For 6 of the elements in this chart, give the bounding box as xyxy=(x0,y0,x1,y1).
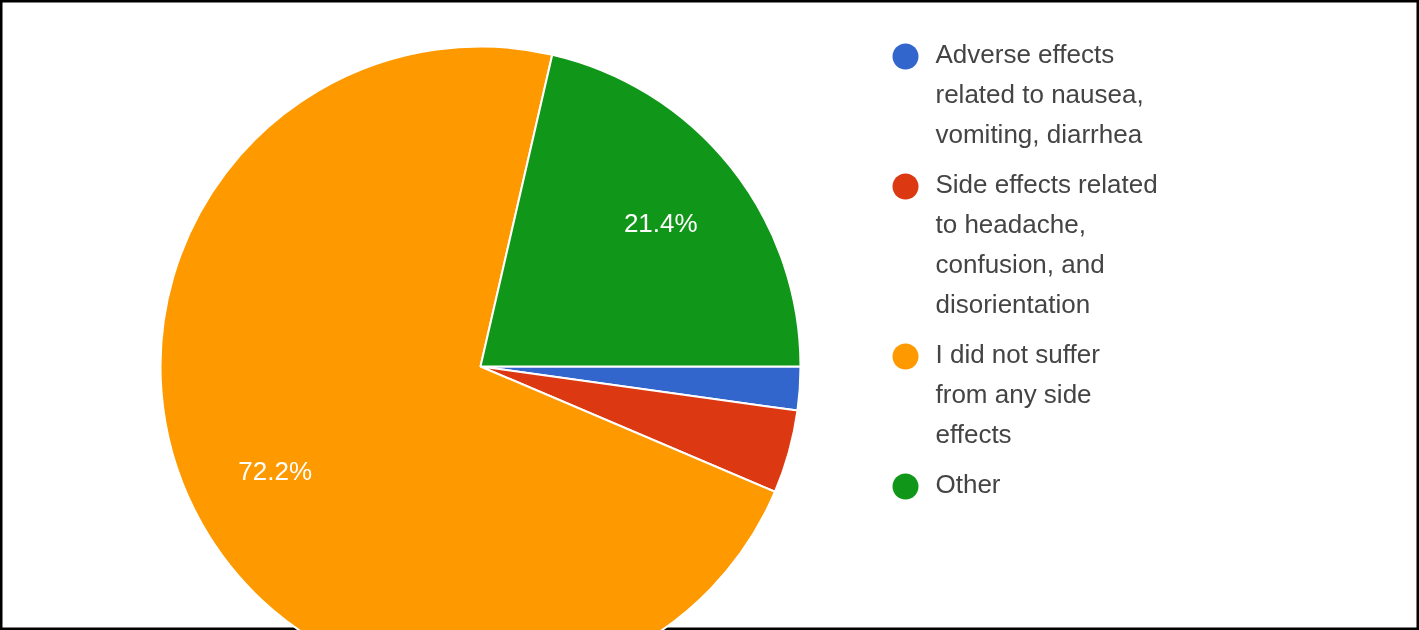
data-label: 72.2% xyxy=(238,456,313,487)
legend-label: I did not suffer from any side effects xyxy=(935,338,1101,449)
legend-label: Other xyxy=(935,468,1001,499)
legend-label: Side effects related to headache, confusion, and disorientation xyxy=(935,168,1158,319)
data-label: 21.4% xyxy=(623,208,698,239)
legend-label: Adverse effects related to nausea, vomiting, diarrhea xyxy=(935,38,1144,149)
